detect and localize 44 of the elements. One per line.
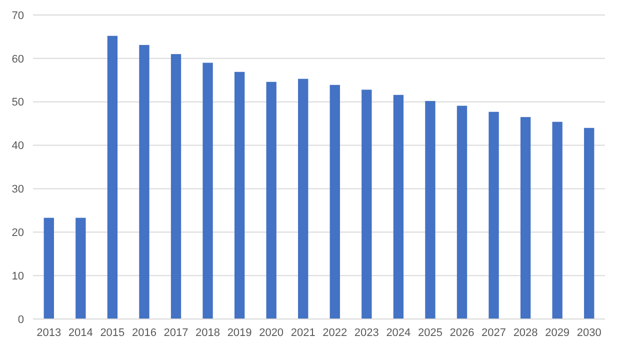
y-tick-label: 10 [12, 270, 24, 282]
x-tick-label: 2018 [196, 327, 220, 339]
bar [234, 72, 245, 319]
x-tick-label: 2019 [227, 327, 252, 339]
bar [584, 128, 594, 319]
bar [298, 78, 308, 319]
x-tick-label: 2023 [354, 327, 379, 339]
x-tick-label: 2017 [164, 327, 188, 339]
bar [330, 84, 340, 319]
y-tick-label: 50 [12, 96, 24, 109]
x-tick-label: 2020 [259, 327, 284, 339]
y-tick-label: 20 [12, 226, 24, 239]
x-tick-label: 2030 [576, 327, 602, 339]
bar [552, 122, 562, 319]
x-tick-label: 2021 [290, 327, 316, 339]
bar [425, 100, 436, 319]
bar [76, 218, 86, 319]
bar [488, 112, 499, 319]
x-tick-label: 2024 [386, 327, 411, 339]
x-tick-label: 2026 [450, 327, 474, 339]
bar [139, 44, 150, 319]
bar [266, 82, 276, 319]
x-tick-label: 2029 [545, 327, 570, 339]
y-tick-label: 70 [12, 10, 24, 22]
x-tick-label: 2014 [68, 327, 93, 339]
bar [202, 62, 213, 319]
x-tick-label: 2016 [132, 327, 156, 339]
x-tick-label: 2028 [513, 327, 538, 339]
bar [362, 90, 372, 319]
bar [107, 36, 118, 319]
bar [393, 94, 404, 319]
bar [520, 117, 531, 319]
x-tick-label: 2015 [100, 327, 125, 339]
y-tick-label: 60 [12, 53, 24, 66]
y-tick-label: 40 [12, 140, 24, 152]
x-tick-label: 2025 [418, 327, 442, 339]
bar [170, 54, 182, 319]
x-tick-label: 2027 [482, 327, 506, 339]
y-tick-label: 30 [12, 184, 24, 196]
x-tick-label: 2013 [36, 327, 62, 339]
bar [44, 218, 54, 319]
y-tick-label: 0 [18, 314, 24, 326]
x-tick-label: 2022 [322, 327, 348, 339]
bar [456, 106, 468, 319]
